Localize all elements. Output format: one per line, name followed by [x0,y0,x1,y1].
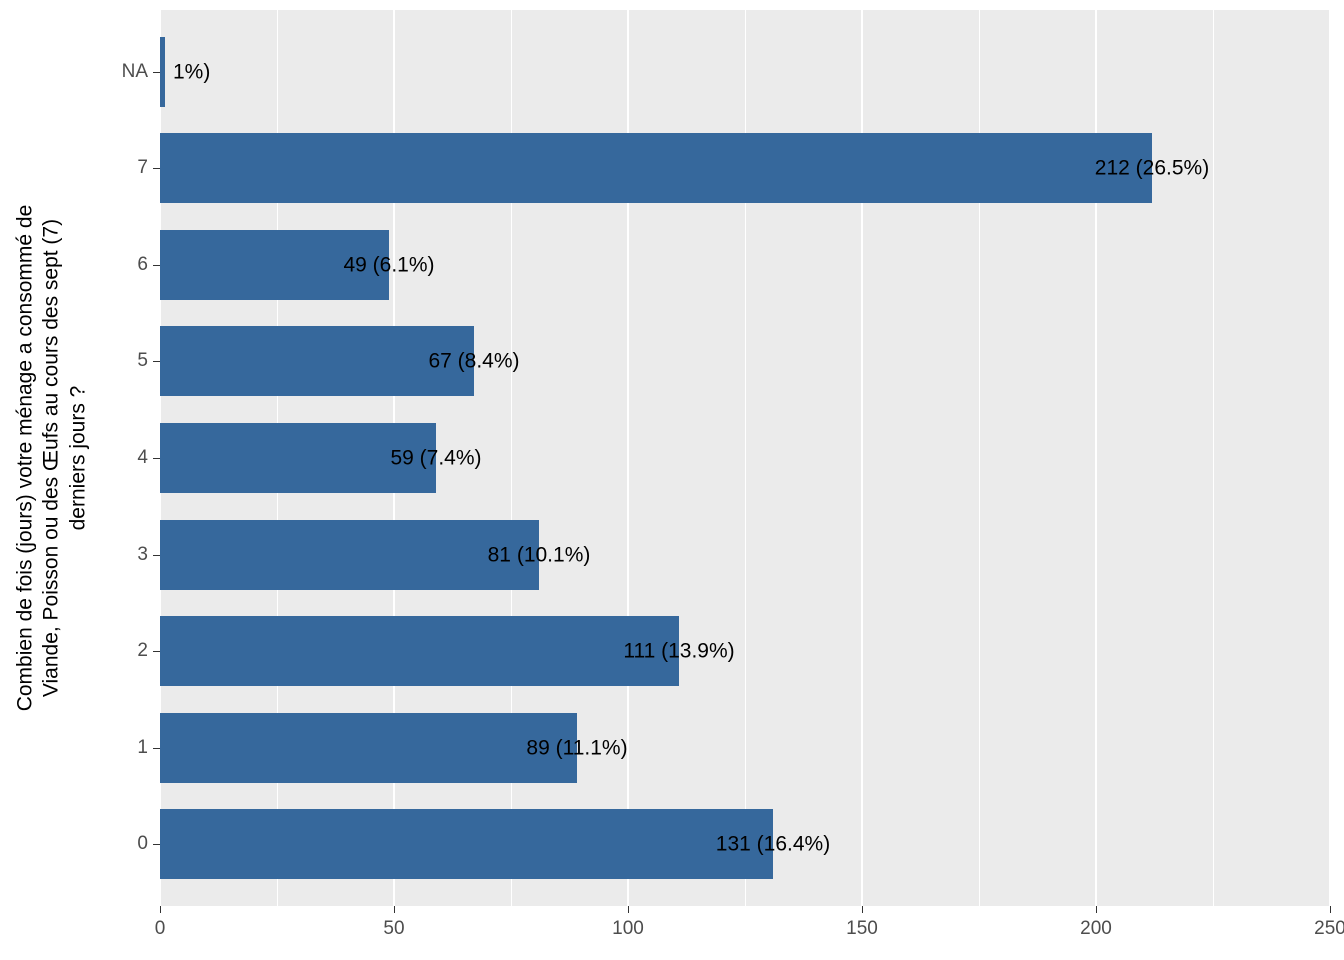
y-tick-mark [153,651,160,652]
x-tick-label: 50 [383,918,405,939]
x-tick-mark [1096,906,1097,913]
y-tick-label: NA [121,61,148,82]
plot-panel: 1%) 212 (26.5%) 49 (6.1%) 67 (8.4%) 59 (7.4%… [160,10,1330,906]
bar [160,230,389,300]
y-tick-mark [153,168,160,169]
bar [160,809,773,879]
bar [160,520,539,590]
bar-label: 131 (16.4%) [715,832,831,856]
bar-label: 81 (10.1%) [487,543,591,567]
y-tick-mark [153,555,160,556]
x-tick-label: 250 [1314,918,1344,939]
x-tick-label: 0 [154,918,166,939]
x-tick-mark [394,906,395,913]
y-tick-label: 5 [137,350,148,371]
gridline-major [861,10,863,906]
bar [160,423,436,493]
gridline-major [1095,10,1097,906]
y-tick-label: 4 [137,447,148,468]
gridline-minor [744,10,746,906]
y-tick-label: 7 [137,157,148,178]
y-tick-label: 1 [137,737,148,758]
bar-label: 1%) [173,60,211,84]
bar [160,133,1152,203]
bar [160,616,679,686]
bar-label: 89 (11.1%) [526,736,628,760]
gridline-minor [978,10,980,906]
bar-label: 111 (13.9%) [623,639,735,663]
gridline-major [627,10,629,906]
x-tick-mark [628,906,629,913]
x-tick-mark [862,906,863,913]
bar [160,37,165,107]
y-tick-mark [153,361,160,362]
bar-label: 59 (7.4%) [390,446,482,470]
gridline-minor [510,10,512,906]
bar-label: 67 (8.4%) [428,349,520,373]
y-tick-mark [153,265,160,266]
x-tick-mark [160,906,161,913]
gridline-major [1329,10,1330,906]
bar [160,326,474,396]
y-tick-label: 0 [137,833,148,854]
x-tick-mark [1330,906,1331,913]
y-tick-mark [153,748,160,749]
y-tick-label: 2 [137,640,148,661]
bar-label: 212 (26.5%) [1094,156,1210,180]
y-tick-mark [153,844,160,845]
x-tick-label: 200 [1080,918,1112,939]
x-tick-label: 100 [612,918,644,939]
x-tick-label: 150 [846,918,878,939]
gridline-minor [1212,10,1214,906]
bar-label: 49 (6.1%) [343,253,435,277]
y-axis-title: Combien de fois (jours) votre ménage a c… [13,204,90,712]
bar [160,713,577,783]
y-tick-label: 3 [137,544,148,565]
y-tick-mark [153,458,160,459]
y-tick-label: 6 [137,254,148,275]
y-tick-mark [153,72,160,73]
